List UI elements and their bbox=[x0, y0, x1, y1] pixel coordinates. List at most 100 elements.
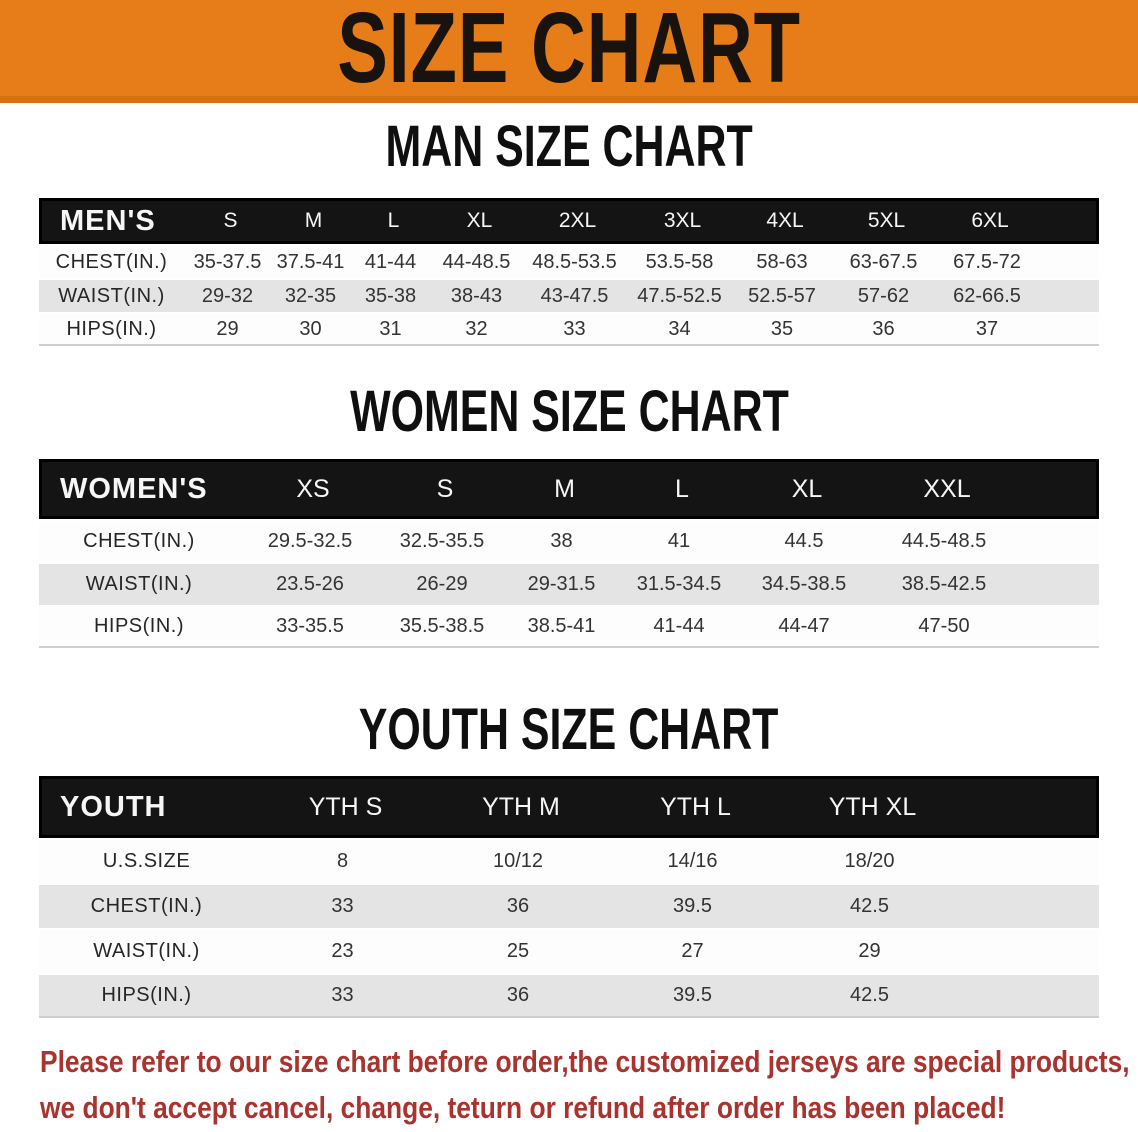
men-chest-4xl: 58-63 bbox=[756, 250, 808, 273]
youth-chest-label: CHEST(IN.) bbox=[90, 895, 203, 917]
women-table-title: WOMEN'S bbox=[60, 472, 208, 505]
women-hips-l: 41-44 bbox=[653, 615, 705, 637]
women-waist-xxl: 38.5-42.5 bbox=[901, 573, 987, 595]
women-col-xl: XL bbox=[791, 474, 823, 503]
women-table-header-row: WOMEN'S XS S M L XL XXL bbox=[39, 459, 1099, 519]
women-col-xs: XS bbox=[296, 474, 330, 503]
men-hips-l: 31 bbox=[379, 317, 402, 340]
men-table-header-row: MEN'S S M L XL 2XL 3XL 4XL 5XL 6XL bbox=[39, 198, 1099, 244]
women-chest-l: 41 bbox=[667, 530, 691, 552]
men-chest-s: 35-37.5 bbox=[193, 250, 262, 273]
women-hips-m: 38.5-41 bbox=[527, 615, 596, 637]
women-hips-xl: 44-47 bbox=[778, 615, 830, 637]
youth-col-m: YTH M bbox=[482, 792, 560, 821]
men-hips-5xl: 36 bbox=[872, 317, 895, 340]
youth-chest-s: 33 bbox=[331, 895, 354, 917]
women-waist-m: 29-31.5 bbox=[527, 573, 596, 595]
youth-waist-label: WAIST(IN.) bbox=[93, 940, 200, 962]
men-col-5xl: 5XL bbox=[867, 209, 906, 232]
men-hips-m: 30 bbox=[299, 317, 322, 340]
youth-chest-xl: 42.5 bbox=[850, 895, 889, 917]
women-col-l: L bbox=[675, 474, 689, 503]
women-chest-xs: 29.5-32.5 bbox=[267, 530, 353, 552]
men-waist-m: 32-35 bbox=[284, 284, 337, 307]
youth-ussize-l: 14/16 bbox=[667, 850, 718, 872]
men-size-table: MEN'S S M L XL 2XL 3XL 4XL 5XL 6XL CHEST… bbox=[39, 198, 1099, 346]
youth-hips-m: 36 bbox=[506, 984, 530, 1006]
youth-col-xl: YTH XL bbox=[828, 792, 917, 821]
men-chest-xl: 44-48.5 bbox=[442, 250, 511, 273]
disclaimer-line-1: Please refer to our size chart before or… bbox=[40, 1044, 1130, 1079]
men-chest-6xl: 67.5-72 bbox=[953, 250, 1021, 273]
women-col-m: M bbox=[554, 474, 575, 503]
men-chest-m: 37.5-41 bbox=[276, 250, 345, 273]
youth-ussize-row: U.S.SIZE 8 10/12 14/16 18/20 bbox=[39, 838, 1099, 883]
men-col-4xl: 4XL bbox=[766, 209, 804, 232]
men-col-l: L bbox=[387, 209, 400, 232]
men-chest-row: CHEST(IN.) 35-37.5 37.5-41 41-44 44-48.5… bbox=[39, 244, 1099, 278]
men-waist-label: WAIST(IN.) bbox=[58, 284, 165, 307]
men-chest-2xl: 48.5-53.5 bbox=[532, 250, 617, 273]
youth-waist-s: 23 bbox=[331, 940, 354, 962]
men-waist-s: 29-32 bbox=[201, 284, 254, 307]
men-hips-3xl: 34 bbox=[668, 317, 691, 340]
youth-heading-text: YOUTH SIZE CHART bbox=[359, 697, 779, 762]
women-waist-xs: 23.5-26 bbox=[276, 573, 344, 595]
men-table-title: MEN'S bbox=[60, 204, 156, 237]
women-col-xxl: XXL bbox=[923, 474, 971, 503]
youth-chest-row: CHEST(IN.) 33 36 39.5 42.5 bbox=[39, 883, 1099, 928]
men-waist-6xl: 62-66.5 bbox=[953, 284, 1021, 307]
youth-waist-m: 25 bbox=[506, 940, 530, 962]
youth-ussize-s: 8 bbox=[336, 850, 349, 872]
women-section-heading: WOMEN SIZE CHART bbox=[0, 383, 1138, 441]
women-hips-label: HIPS(IN.) bbox=[93, 615, 185, 637]
women-hips-xxl: 47-50 bbox=[918, 615, 970, 637]
women-waist-row: WAIST(IN.) 23.5-26 26-29 29-31.5 31.5-34… bbox=[39, 562, 1099, 605]
men-col-m: M bbox=[304, 209, 323, 232]
men-waist-l: 35-38 bbox=[364, 284, 417, 307]
women-col-s: S bbox=[436, 474, 454, 503]
youth-hips-row: HIPS(IN.) 33 36 39.5 42.5 bbox=[39, 973, 1099, 1018]
women-chest-s: 32.5-35.5 bbox=[399, 530, 485, 552]
size-chart-banner: SIZE CHART bbox=[0, 0, 1138, 103]
disclaimer-line-2: we don't accept cancel, change, teturn o… bbox=[40, 1090, 1006, 1125]
youth-ussize-xl: 18/20 bbox=[844, 850, 895, 872]
men-waist-row: WAIST(IN.) 29-32 32-35 35-38 38-43 43-47… bbox=[39, 278, 1099, 312]
men-col-s: S bbox=[223, 209, 238, 232]
women-chest-label: CHEST(IN.) bbox=[83, 530, 195, 552]
youth-waist-l: 27 bbox=[681, 940, 704, 962]
women-chest-row: CHEST(IN.) 29.5-32.5 32.5-35.5 38 41 44.… bbox=[39, 519, 1099, 562]
men-hips-4xl: 35 bbox=[770, 317, 794, 340]
women-waist-xl: 34.5-38.5 bbox=[761, 573, 847, 595]
men-col-3xl: 3XL bbox=[663, 209, 702, 232]
men-hips-label: HIPS(IN.) bbox=[66, 317, 157, 340]
youth-hips-label: HIPS(IN.) bbox=[101, 984, 192, 1006]
youth-waist-row: WAIST(IN.) 23 25 27 29 bbox=[39, 928, 1099, 973]
women-chest-xxl: 44.5-48.5 bbox=[901, 530, 987, 552]
youth-hips-l: 39.5 bbox=[673, 984, 712, 1006]
men-col-xl: XL bbox=[466, 209, 493, 232]
men-hips-6xl: 37 bbox=[975, 317, 999, 340]
women-hips-s: 35.5-38.5 bbox=[399, 615, 485, 637]
men-waist-4xl: 52.5-57 bbox=[748, 284, 816, 307]
men-chest-label: CHEST(IN.) bbox=[55, 250, 168, 273]
youth-table-header-row: YOUTH YTH S YTH M YTH L YTH XL bbox=[39, 776, 1099, 838]
men-hips-xl: 32 bbox=[465, 317, 488, 340]
men-waist-2xl: 43-47.5 bbox=[540, 284, 609, 307]
youth-hips-s: 33 bbox=[331, 984, 354, 1006]
men-hips-s: 29 bbox=[216, 317, 239, 340]
youth-chest-l: 39.5 bbox=[673, 895, 712, 917]
women-hips-row: HIPS(IN.) 33-35.5 35.5-38.5 38.5-41 41-4… bbox=[39, 605, 1099, 648]
youth-waist-xl: 29 bbox=[858, 940, 881, 962]
women-heading-text: WOMEN SIZE CHART bbox=[349, 379, 789, 444]
youth-col-s: YTH S bbox=[308, 792, 383, 821]
women-chest-m: 38 bbox=[550, 530, 573, 552]
youth-col-l: YTH L bbox=[660, 792, 731, 821]
men-chest-5xl: 63-67.5 bbox=[849, 250, 918, 273]
youth-size-table: YOUTH YTH S YTH M YTH L YTH XL U.S.SIZE … bbox=[39, 776, 1099, 1018]
man-section-heading: MAN SIZE CHART bbox=[0, 118, 1138, 176]
youth-ussize-m: 10/12 bbox=[492, 850, 544, 872]
women-hips-xs: 33-35.5 bbox=[276, 615, 344, 637]
youth-ussize-label: U.S.SIZE bbox=[102, 850, 191, 872]
youth-section-heading: YOUTH SIZE CHART bbox=[0, 701, 1138, 759]
